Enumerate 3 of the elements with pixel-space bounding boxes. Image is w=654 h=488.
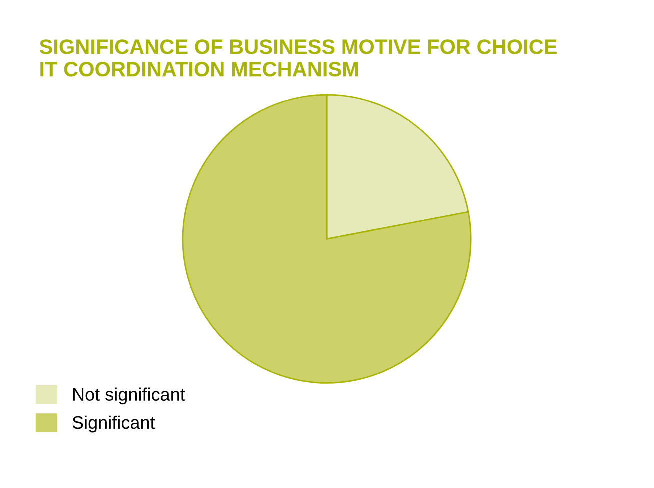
- chart-title: SIGNIFICANCE OF BUSINESS MOTIVE FOR CHOICE IT COORDINATION MECHANISM: [40, 40, 557, 77]
- legend-label: Significant: [72, 416, 156, 433]
- legend-label: Not significant: [73, 388, 186, 405]
